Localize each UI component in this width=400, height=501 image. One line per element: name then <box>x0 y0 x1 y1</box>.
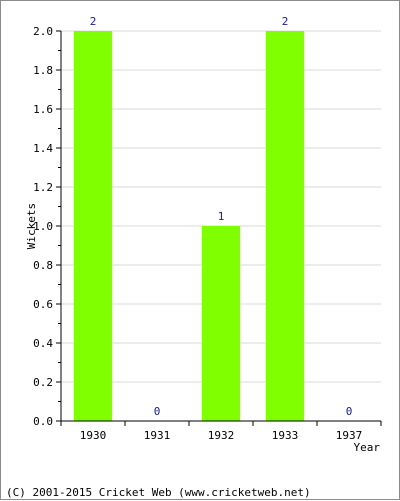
y-tick-label: 2.0 <box>33 25 53 38</box>
bar-1932 <box>201 226 241 421</box>
x-tick-label: 1933 <box>272 429 299 442</box>
bar-1930 <box>73 31 113 421</box>
x-tick-label: 1932 <box>208 429 235 442</box>
bar-1933 <box>265 31 305 421</box>
x-tick-labels: 1930 1931 1932 1933 1937 <box>80 429 363 442</box>
y-tick-label: 0.6 <box>33 298 53 311</box>
x-tick-label: 1930 <box>80 429 107 442</box>
data-label: 2 <box>90 15 97 28</box>
y-tick-label: 0.2 <box>33 376 53 389</box>
axes <box>56 30 382 426</box>
y-tick-label: 0.0 <box>33 415 53 428</box>
y-axis-title: Wickets <box>25 203 38 249</box>
y-tick-label: 1.6 <box>33 103 53 116</box>
x-tick-label: 1931 <box>144 429 171 442</box>
data-label: 2 <box>282 15 289 28</box>
copyright-footer: (C) 2001-2015 Cricket Web (www.cricketwe… <box>6 486 311 499</box>
y-tick-labels: 0.0 0.2 0.4 0.6 0.8 1.0 1.2 1.4 1.6 1.8 2.0 <box>33 25 53 428</box>
data-label: 1 <box>218 210 225 223</box>
y-tick-label: 1.2 <box>33 181 53 194</box>
data-label: 0 <box>346 405 353 418</box>
y-tick-label: 1.0 <box>33 220 53 233</box>
data-label: 0 <box>154 405 161 418</box>
y-tick-label: 1.8 <box>33 64 53 77</box>
y-tick-label: 1.4 <box>33 142 53 155</box>
y-tick-label: 0.4 <box>33 337 53 350</box>
bars <box>73 31 305 421</box>
x-tick-label: 1937 <box>336 429 363 442</box>
x-axis-title: Year <box>354 441 381 454</box>
y-tick-label: 0.8 <box>33 259 53 272</box>
data-labels: 2 0 1 2 0 <box>90 15 353 418</box>
